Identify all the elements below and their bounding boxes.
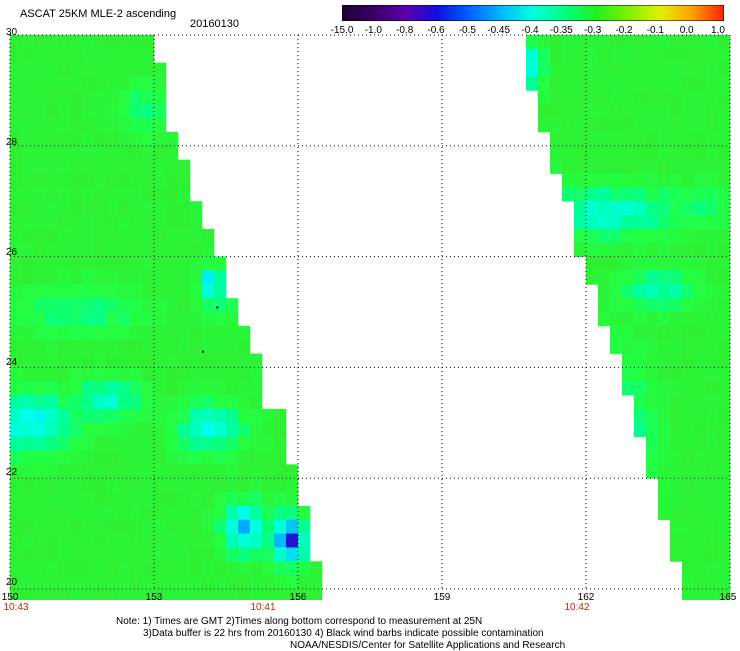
colorbar-label: -0.8 — [396, 25, 414, 36]
colorbar-label: -0.1 — [646, 25, 664, 36]
wind-cells — [10, 35, 731, 600]
colorbar-label: 1.0 — [711, 25, 725, 36]
colorbar-label: 0.0 — [679, 25, 694, 36]
colorbar-gradient — [342, 5, 724, 21]
y-tick-label: 26 — [6, 247, 18, 258]
y-tick-label: 30 — [6, 27, 18, 38]
colorbar-label: -0.3 — [584, 25, 602, 36]
note-line-1: Note: 1) Times are GMT 2)Times along bot… — [116, 616, 483, 627]
pass-time-label: 10:43 — [3, 602, 29, 613]
y-tick-label: 28 — [6, 137, 18, 148]
x-tick-label: 159 — [433, 592, 451, 603]
colorbar-label: -0.6 — [427, 25, 445, 36]
colorbar-label: -0.4 — [521, 25, 539, 36]
y-tick-label: 22 — [6, 467, 18, 478]
note-line-2: 3)Data buffer is 22 hrs from 20160130 4)… — [143, 628, 544, 639]
image-title: ASCAT 25KM MLE-2 ascending — [20, 8, 177, 20]
pass-time-label: 10:41 — [250, 602, 276, 613]
colorbar-label: -0.2 — [615, 25, 633, 36]
graticule — [9, 34, 731, 590]
colorbar-label: -0.45 — [487, 25, 511, 36]
pass-time-label: 10:42 — [564, 602, 590, 613]
contamination-mark — [216, 306, 219, 309]
contamination-mark — [202, 350, 204, 353]
x-tick-label: 165 — [719, 592, 737, 603]
scatterometer-map — [9, 34, 731, 600]
x-tick-label: 150 — [1, 592, 19, 603]
y-tick-label: 24 — [6, 357, 18, 368]
x-tick-label: 162 — [577, 592, 595, 603]
colorbar-label: -0.35 — [549, 25, 573, 36]
image-date: 20160130 — [190, 18, 239, 30]
note-line-3: NOAA/NESDIS/Center for Satellite Applica… — [290, 640, 566, 651]
colorbar-label: -0.5 — [458, 25, 476, 36]
x-tick-label: 153 — [145, 592, 163, 603]
y-tick-label: 20 — [6, 577, 18, 588]
colorbar — [342, 5, 724, 21]
x-tick-label: 156 — [289, 592, 307, 603]
colorbar-labels: -15.0 -1.0 -0.8 -0.6 -0.5 -0.45 -0.4 -0.35 -0.3 -… — [330, 25, 740, 39]
colorbar-label: -1.0 — [364, 25, 382, 36]
colorbar-label: -15.0 — [330, 25, 354, 36]
